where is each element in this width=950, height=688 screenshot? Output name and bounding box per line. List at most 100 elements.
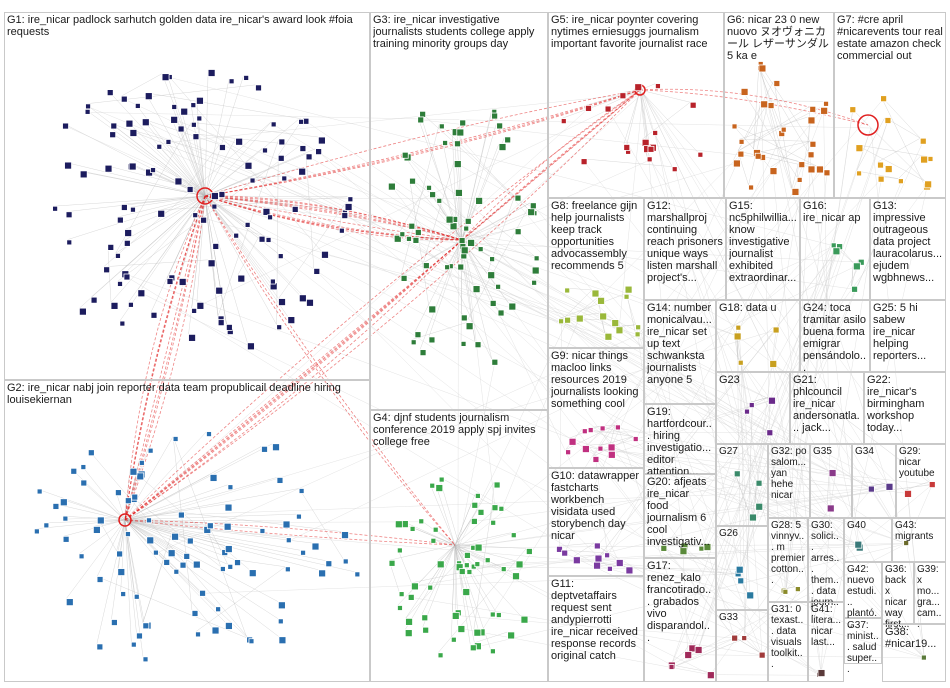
edge <box>757 65 782 128</box>
node-g3 <box>410 339 417 346</box>
node-g1 <box>186 186 194 193</box>
node-g4 <box>422 626 430 634</box>
edge <box>405 563 457 619</box>
node-g2 <box>80 464 87 470</box>
bridge-edge <box>906 484 933 544</box>
edge <box>124 519 313 544</box>
node-g6 <box>807 165 816 174</box>
node-g1 <box>244 161 253 170</box>
edge <box>204 195 307 300</box>
node-g9 <box>568 437 577 446</box>
bridge-edge <box>758 484 933 507</box>
edge <box>204 147 263 197</box>
node-g28 <box>782 588 789 595</box>
edge <box>388 182 463 241</box>
bridge-edge <box>785 109 854 593</box>
node-g2 <box>191 610 199 617</box>
node-g3 <box>495 283 501 290</box>
edge <box>461 210 533 241</box>
node-g1 <box>247 342 255 351</box>
node-g9 <box>597 445 604 452</box>
node-g5 <box>697 151 704 158</box>
highlight-edge <box>204 89 641 197</box>
node-g2 <box>124 497 132 505</box>
bridge-edge <box>576 486 890 560</box>
node-g5 <box>585 105 592 112</box>
node-g16 <box>851 285 858 293</box>
edge <box>204 195 277 325</box>
node-g1 <box>137 289 146 298</box>
node-g5 <box>623 144 631 151</box>
node-g3 <box>514 228 522 236</box>
node-g8 <box>558 318 564 325</box>
node-g4 <box>498 505 505 512</box>
bridge-edge <box>585 448 860 548</box>
group-box-g15: G15: nc5philwillia... know investigative… <box>726 198 800 300</box>
group-box-g38: G38: #nicar19... <box>882 624 946 682</box>
node-g34 <box>885 482 894 491</box>
group-label-g9: G9: nicar things macloo links resources … <box>551 350 639 410</box>
edge <box>428 239 463 337</box>
bridge-edge <box>600 448 933 485</box>
bridge-edge <box>744 484 933 639</box>
bridge-edge <box>455 131 760 484</box>
node-g3 <box>487 271 496 280</box>
group-label-g43: G43: migrants <box>895 520 934 542</box>
node-g2 <box>277 601 286 610</box>
node-g27 <box>733 470 741 478</box>
edge <box>156 144 206 197</box>
node-g2 <box>130 641 137 648</box>
node-g1 <box>180 107 189 116</box>
node-g2 <box>70 467 78 475</box>
edge <box>124 519 169 550</box>
highlight-edge <box>204 195 463 241</box>
node-g1 <box>219 144 226 151</box>
edge <box>423 239 463 263</box>
edge <box>96 519 126 577</box>
edge <box>124 195 206 241</box>
node-g9 <box>592 456 600 463</box>
node-g1 <box>228 78 235 85</box>
node-g1 <box>344 203 353 211</box>
bridge-edge <box>127 522 739 575</box>
bridge-edge <box>772 170 822 673</box>
highlight-edge <box>204 195 456 546</box>
node-g4 <box>474 543 483 552</box>
node-g2 <box>225 622 233 630</box>
node-g4 <box>490 519 497 526</box>
node-g2 <box>116 550 124 558</box>
node-g23 <box>768 396 776 405</box>
bridge-edge <box>682 550 688 655</box>
edge <box>581 158 673 167</box>
node-g2 <box>80 479 88 487</box>
bridge-edge <box>769 127 872 433</box>
node-g17 <box>694 646 703 654</box>
highlight-edge <box>124 239 463 521</box>
bridge-edge <box>820 183 928 673</box>
node-g4 <box>450 636 457 643</box>
node-g18 <box>735 324 742 331</box>
node-g2 <box>354 571 361 578</box>
edge <box>573 542 595 557</box>
edge <box>129 129 206 197</box>
bridge-edge <box>585 431 770 433</box>
node-g1 <box>217 319 225 327</box>
group-box-g26: G26 <box>716 526 768 610</box>
node-g6 <box>807 116 816 125</box>
node-g20 <box>679 547 688 556</box>
node-g6 <box>733 159 741 168</box>
bridge-edge <box>597 545 820 676</box>
node-g2 <box>285 537 292 544</box>
node-g2 <box>171 532 179 541</box>
node-g3 <box>387 182 396 191</box>
node-g8 <box>591 289 600 298</box>
bridge-edge <box>464 242 620 563</box>
node-g1 <box>141 118 150 127</box>
node-g1 <box>298 167 307 176</box>
bridge-edge <box>671 543 907 666</box>
bridge-edge <box>559 321 562 550</box>
node-g18 <box>772 326 780 334</box>
node-g1 <box>128 301 134 308</box>
edge <box>34 519 126 530</box>
bridge-edge <box>674 169 785 592</box>
